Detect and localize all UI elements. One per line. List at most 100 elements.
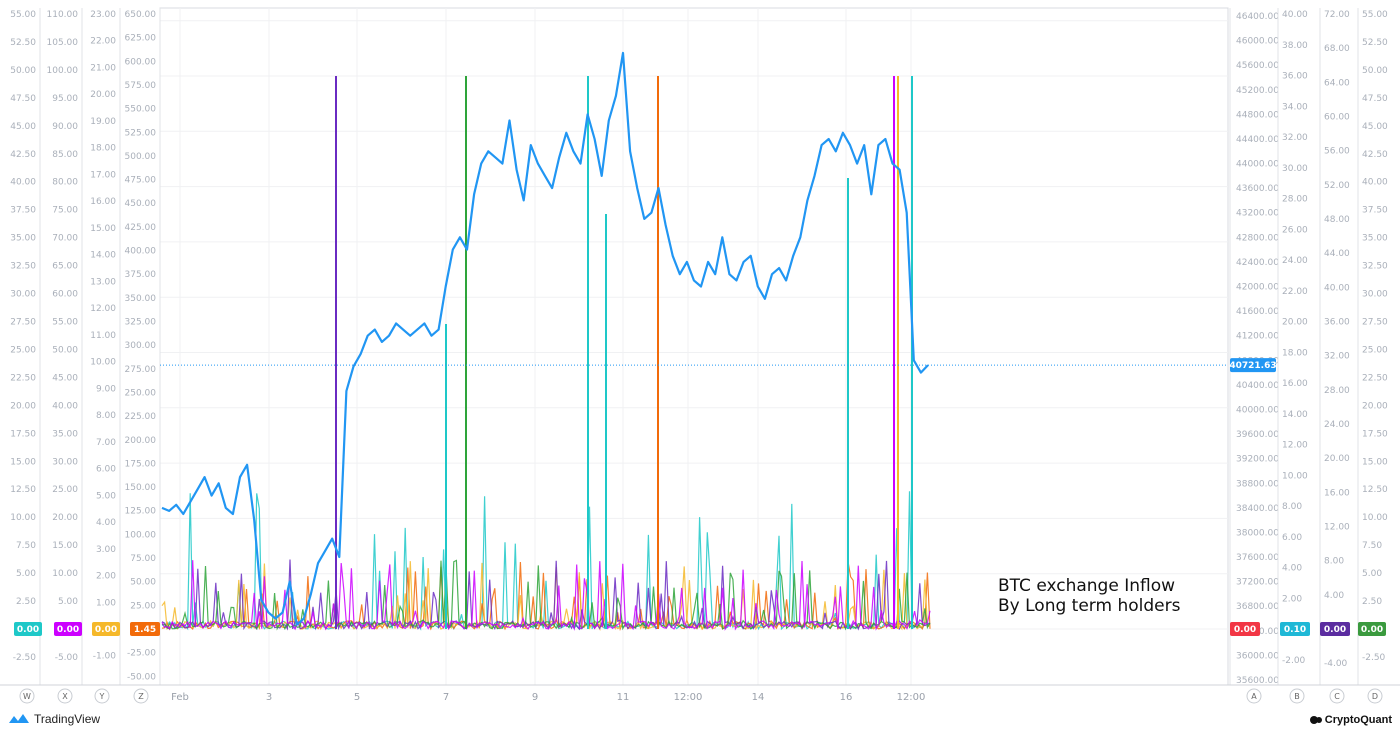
y-tick-label: 9.00: [96, 384, 116, 394]
y-tick-label: 12.00: [1282, 441, 1308, 451]
price-badge: [1230, 358, 1276, 373]
inflow-line: [161, 559, 931, 631]
y-tick-label: 350.00: [125, 294, 157, 304]
x-axis: Feb 3 5 7 9 11 12:00 14 16 12:00: [0, 684, 1400, 703]
axis-letter-button[interactable]: [1329, 688, 1345, 704]
btc-price-line: [161, 51, 929, 626]
price-badge-label: 40721.63: [1229, 361, 1276, 371]
y-tick-label: 22.50: [10, 373, 36, 383]
cryptoquant-label: CryptoQuant: [1324, 714, 1392, 726]
y-tick-label: 75.00: [130, 554, 156, 564]
tradingview-logo[interactable]: TradingView: [8, 712, 100, 726]
axis-letter-button[interactable]: [19, 688, 35, 704]
axis-letter-button[interactable]: [1289, 688, 1305, 704]
y-tick-label: 4.00: [96, 518, 116, 528]
price-tick-label: 44400.00: [1236, 135, 1279, 145]
y-tick-label: 95.00: [52, 94, 78, 104]
y-tick-label: 8.00: [1324, 557, 1344, 567]
y-tick-label: 8.00: [1282, 502, 1302, 512]
y-tick-label: 32.00: [1282, 133, 1308, 143]
axis-letter-button[interactable]: [1246, 688, 1262, 704]
y-tick-label: 17.00: [90, 170, 116, 180]
y-tick-label: 12.50: [10, 485, 36, 495]
y-tick-label: 12.00: [90, 304, 116, 314]
y-tick-label: 6.00: [96, 465, 116, 475]
y-tick-label: 475.00: [125, 176, 157, 186]
axis-letter-label: B: [1294, 692, 1300, 701]
axis-letter-button[interactable]: [133, 688, 149, 704]
price-tick-label: 42800.00: [1236, 233, 1279, 243]
axis-letter-button[interactable]: [1367, 688, 1383, 704]
price-tick-label: 42000.00: [1236, 283, 1279, 293]
btc-price-series: [160, 51, 1228, 626]
x-badge-label: 0.00: [57, 625, 79, 635]
y-tick-label: 50.00: [10, 66, 36, 76]
y-tick-label: -2.50: [13, 653, 37, 663]
y-tick-label: 28.00: [1324, 386, 1350, 396]
y-tick-label: 10.00: [90, 358, 116, 368]
y-tick-label: 105.00: [47, 38, 79, 48]
y-tick-label: 12.50: [1362, 485, 1388, 495]
y-tick-label: 52.50: [10, 38, 36, 48]
price-tick-label: 36000.00: [1236, 651, 1279, 661]
y-tick-label: 13.00: [90, 277, 116, 287]
y-tick-label: 175.00: [125, 459, 157, 469]
y-tick-label: 65.00: [52, 262, 78, 272]
b-badge: [1280, 622, 1310, 636]
tradingview-icon: [9, 714, 29, 723]
y-tick-label: 25.00: [52, 485, 78, 495]
y-tick-label: 25.00: [10, 345, 36, 355]
axis-badges: 40721.63 0.00 0.00 0.00 1.45 0.00 0.10 0.00 0.00: [14, 358, 1386, 636]
y-tick-label: 10.00: [52, 569, 78, 579]
y-tick-label: 325.00: [125, 318, 157, 328]
price-tick-label: 46000.00: [1236, 37, 1279, 47]
cryptoquant-logo[interactable]: CryptoQuant: [1309, 714, 1392, 726]
y-tick-label: 37.50: [1362, 206, 1388, 216]
y-tick-label: 2.50: [16, 597, 36, 607]
y-tick-label: 45.00: [1362, 122, 1388, 132]
y-tick-label: 50.00: [52, 345, 78, 355]
chart-annotation: BTC exchange Inflow By Long term holders: [998, 576, 1180, 616]
price-tick-label: 44000.00: [1236, 160, 1279, 170]
y-tick-label: 75.00: [52, 206, 78, 216]
x-tick-label: 11: [617, 692, 630, 703]
y-tick-label: 47.50: [1362, 94, 1388, 104]
price-tick-label: 39200.00: [1236, 455, 1279, 465]
y-tick-label: 25.00: [1362, 345, 1388, 355]
inflow-line: [161, 559, 931, 631]
y-tick-label: -50.00: [127, 672, 156, 682]
y-tick-label: 90.00: [52, 122, 78, 132]
y-tick-label: 30.00: [1362, 290, 1388, 300]
price-tick-label: 43200.00: [1236, 209, 1279, 219]
price-tick-label: 44800.00: [1236, 110, 1279, 120]
y-tick-label: 16.00: [1282, 379, 1308, 389]
y-tick-label: 44.00: [1324, 249, 1350, 259]
y-tick-label: 500.00: [125, 152, 157, 162]
gridlines: [159, 7, 1229, 686]
y-tick-label: 17.50: [10, 429, 36, 439]
price-tick-label: 38400.00: [1236, 504, 1279, 514]
x-tick-label: 9: [532, 692, 538, 703]
c-badge: [1320, 622, 1350, 636]
y-tick-label: 25.00: [130, 601, 156, 611]
y-tick-label: 55.00: [1362, 10, 1388, 20]
y-tick-label: 40.00: [52, 401, 78, 411]
y-tick-label: 14.00: [1282, 410, 1308, 420]
y-tick-label: 100.00: [47, 66, 79, 76]
cryptoquant-icon: [1309, 716, 1322, 724]
y-tick-label: 56.00: [1324, 147, 1350, 157]
axis-letter-button[interactable]: [57, 688, 73, 704]
y-tick-label: 125.00: [125, 507, 157, 517]
axis-letter-label: Y: [99, 692, 105, 701]
y-tick-label: 4.00: [1282, 564, 1302, 574]
x-tick-label: 7: [443, 692, 449, 703]
y-tick-label: 11.00: [90, 331, 116, 341]
y-tick-label: 15.00: [52, 541, 78, 551]
y-tick-label: 17.50: [1362, 429, 1388, 439]
a-badge-label: 0.00: [1234, 625, 1256, 635]
y-tick-label: 36.00: [1282, 72, 1308, 82]
y-tick-label: 12.00: [1324, 523, 1350, 533]
axis-letter-button[interactable]: [94, 688, 110, 704]
